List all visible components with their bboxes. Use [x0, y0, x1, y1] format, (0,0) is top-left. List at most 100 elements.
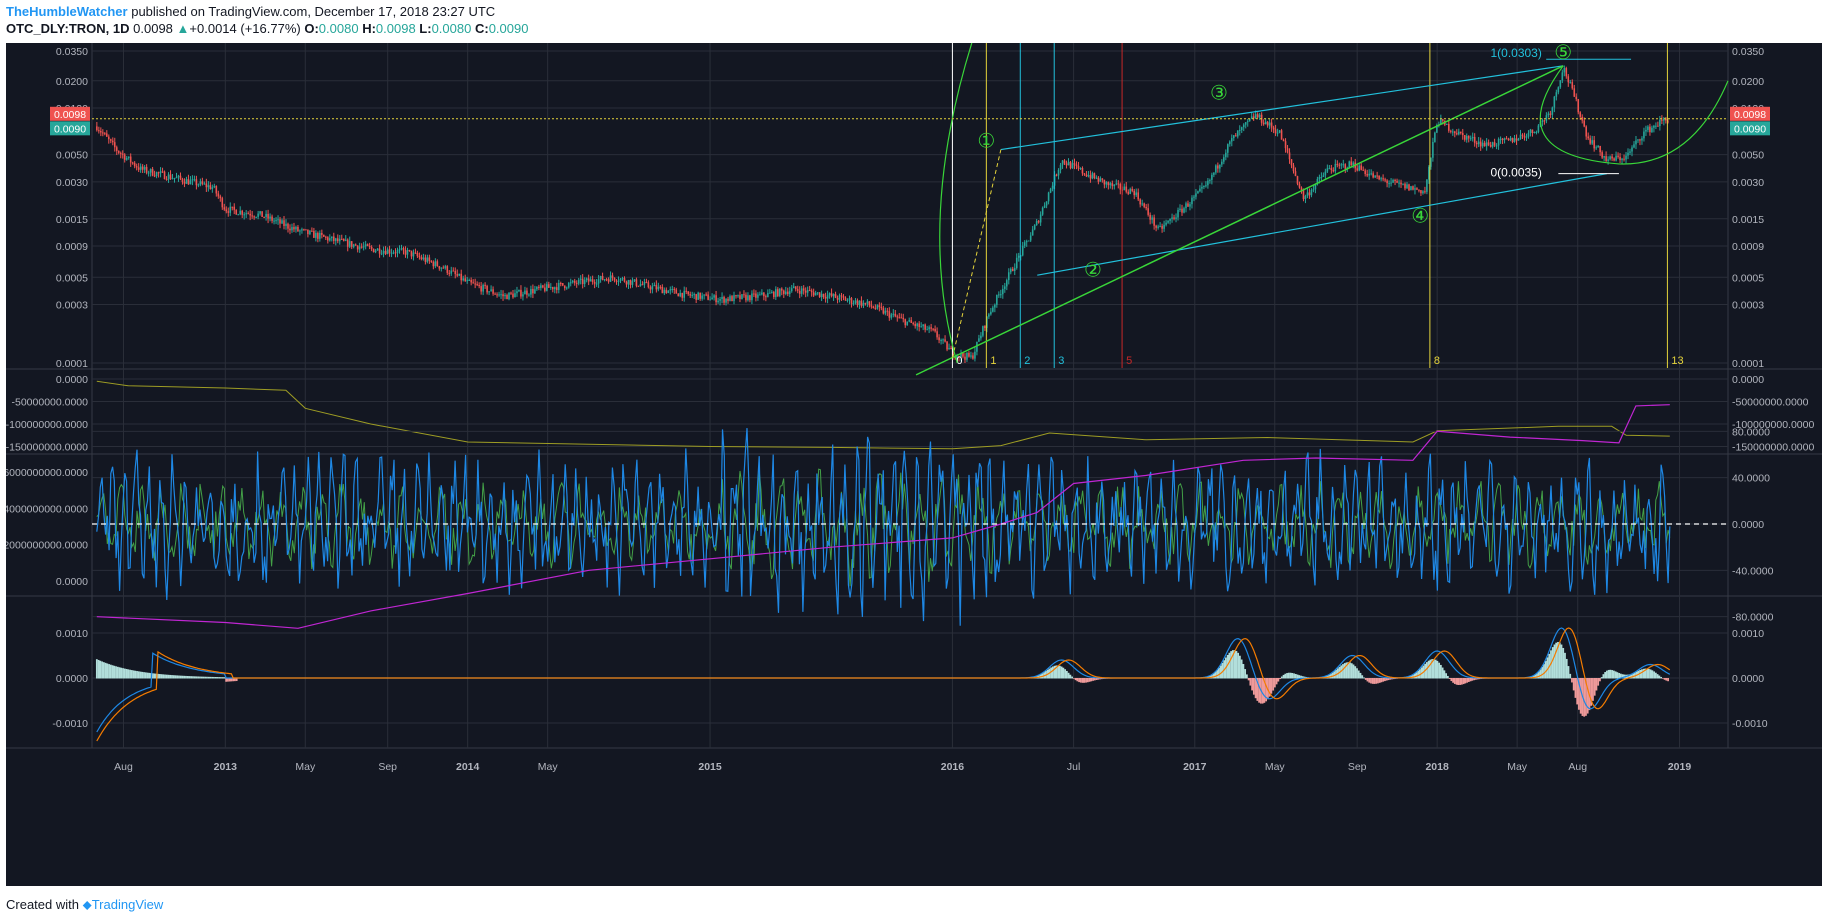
price-tick-label-right: 0.0050 [1732, 150, 1764, 162]
candle-body [1408, 184, 1410, 191]
high-value: 0.0098 [375, 21, 416, 36]
price-tag-left [50, 121, 90, 136]
candle-body [687, 291, 690, 295]
candle-body [107, 136, 110, 140]
candle-body [1203, 185, 1205, 187]
candle-body [563, 285, 566, 289]
candle-body [410, 250, 413, 257]
macd-bar [1286, 673, 1288, 679]
candle-body [697, 292, 699, 300]
candle-body [635, 279, 638, 286]
macd-bar [95, 659, 98, 679]
ind2-blue-oscillator [96, 428, 1671, 626]
candle-body [655, 284, 658, 290]
ind2-tick-label-right: 80.0000 [1732, 426, 1770, 438]
candle-body [691, 294, 693, 296]
candle-body [528, 294, 530, 296]
dashed-projection-line [951, 149, 1002, 359]
candle-body [631, 280, 634, 285]
x-tick-label: 2018 [1425, 761, 1449, 773]
macd-bar [1284, 673, 1287, 679]
candle-body [285, 223, 287, 226]
candle-body [816, 292, 819, 294]
candle-body [1597, 145, 1599, 148]
candle-body [1396, 180, 1398, 183]
candle-body [1071, 163, 1074, 169]
macd-bar [1415, 672, 1418, 679]
macd-bar [206, 676, 208, 679]
macd-bar [1347, 662, 1350, 679]
candle-body [524, 290, 526, 295]
macd-bar [1640, 669, 1643, 679]
price-tag-right-text: 0.0090 [1734, 123, 1766, 135]
candle-body [775, 289, 777, 297]
candle-body [542, 285, 544, 288]
fib-time-label: 2 [1024, 355, 1030, 367]
candle-body [679, 292, 682, 297]
candle-body [958, 355, 960, 357]
macd-bar [1244, 669, 1247, 679]
macd-bar [136, 671, 138, 679]
macd-bar [1245, 674, 1248, 679]
macd-bar [188, 676, 191, 679]
macd-bar [1469, 678, 1472, 682]
candle-body [729, 296, 731, 301]
macd-bar [1663, 678, 1666, 680]
chart-svg[interactable]: 0.03500.03500.02000.02000.01200.01200.00… [6, 43, 1822, 886]
green-arc-right [1539, 65, 1729, 165]
macd-bar [179, 675, 182, 679]
macd-bar [1357, 670, 1360, 679]
macd-bar [1067, 672, 1070, 679]
candle-body [681, 292, 684, 298]
macd-bar [1585, 678, 1587, 716]
macd-bar [1457, 678, 1460, 685]
macd-bar [1090, 678, 1093, 682]
candle-body [872, 306, 875, 309]
candle-body [1135, 192, 1138, 196]
macd-bar [1333, 671, 1336, 679]
candle-body [1077, 165, 1080, 169]
candle-body [1268, 122, 1271, 126]
x-tick-label: Sep [378, 761, 397, 773]
macd-bar [109, 664, 112, 679]
tradingview-link[interactable]: TradingView [91, 897, 164, 912]
candle-body [653, 284, 656, 287]
candle-body [376, 248, 379, 251]
candle-body [902, 317, 905, 320]
candle-body [1195, 193, 1197, 197]
chart-area[interactable]: 0.03500.03500.02000.02000.01200.01200.00… [6, 43, 1822, 886]
candle-body [111, 140, 114, 143]
price-tag-left-text: 0.0098 [54, 109, 86, 121]
candle-body [251, 215, 253, 217]
candle-body [585, 278, 588, 281]
candle-body [924, 324, 926, 330]
candle-body [1248, 118, 1251, 122]
author-name[interactable]: TheHumbleWatcher [6, 4, 128, 19]
macd-bar [104, 662, 107, 679]
macd-bar [190, 676, 193, 679]
macd-bar [213, 676, 215, 679]
candle-body [671, 288, 674, 290]
macd-bar [1282, 674, 1285, 679]
candle-body [100, 130, 102, 133]
ind2-green-oscillator [96, 468, 1671, 587]
macd-bar [1293, 673, 1295, 679]
symbol-text: OTC_DLY:TRON, 1D [6, 21, 130, 36]
macd-tick-label-left: 0.0000 [56, 673, 88, 685]
candle-body [1360, 165, 1363, 170]
candle-body [1555, 92, 1558, 97]
candle-body [104, 133, 106, 135]
macd-bar [1604, 672, 1607, 679]
candle-body [737, 295, 739, 297]
candle-body [287, 223, 289, 229]
candle-body [165, 179, 168, 181]
macd-bar [1214, 671, 1217, 679]
candle-body [1304, 196, 1307, 200]
macd-bar [1385, 678, 1388, 681]
tradingview-logo-icon[interactable]: ⬥ [82, 897, 92, 912]
candle-body [695, 294, 697, 300]
macd-bar [1249, 678, 1252, 686]
macd-bar [1097, 678, 1100, 680]
macd-bar [1373, 678, 1376, 684]
price-tick-label-left: 0.0350 [56, 46, 88, 58]
